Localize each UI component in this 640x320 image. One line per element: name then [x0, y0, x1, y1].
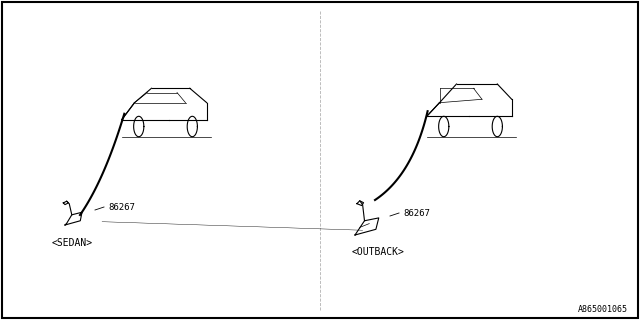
Text: 86267: 86267	[403, 209, 430, 218]
Text: 86267: 86267	[108, 203, 135, 212]
Text: <OUTBACK>: <OUTBACK>	[351, 247, 404, 257]
Text: <SEDAN>: <SEDAN>	[51, 238, 93, 248]
Text: A865001065: A865001065	[578, 305, 628, 314]
